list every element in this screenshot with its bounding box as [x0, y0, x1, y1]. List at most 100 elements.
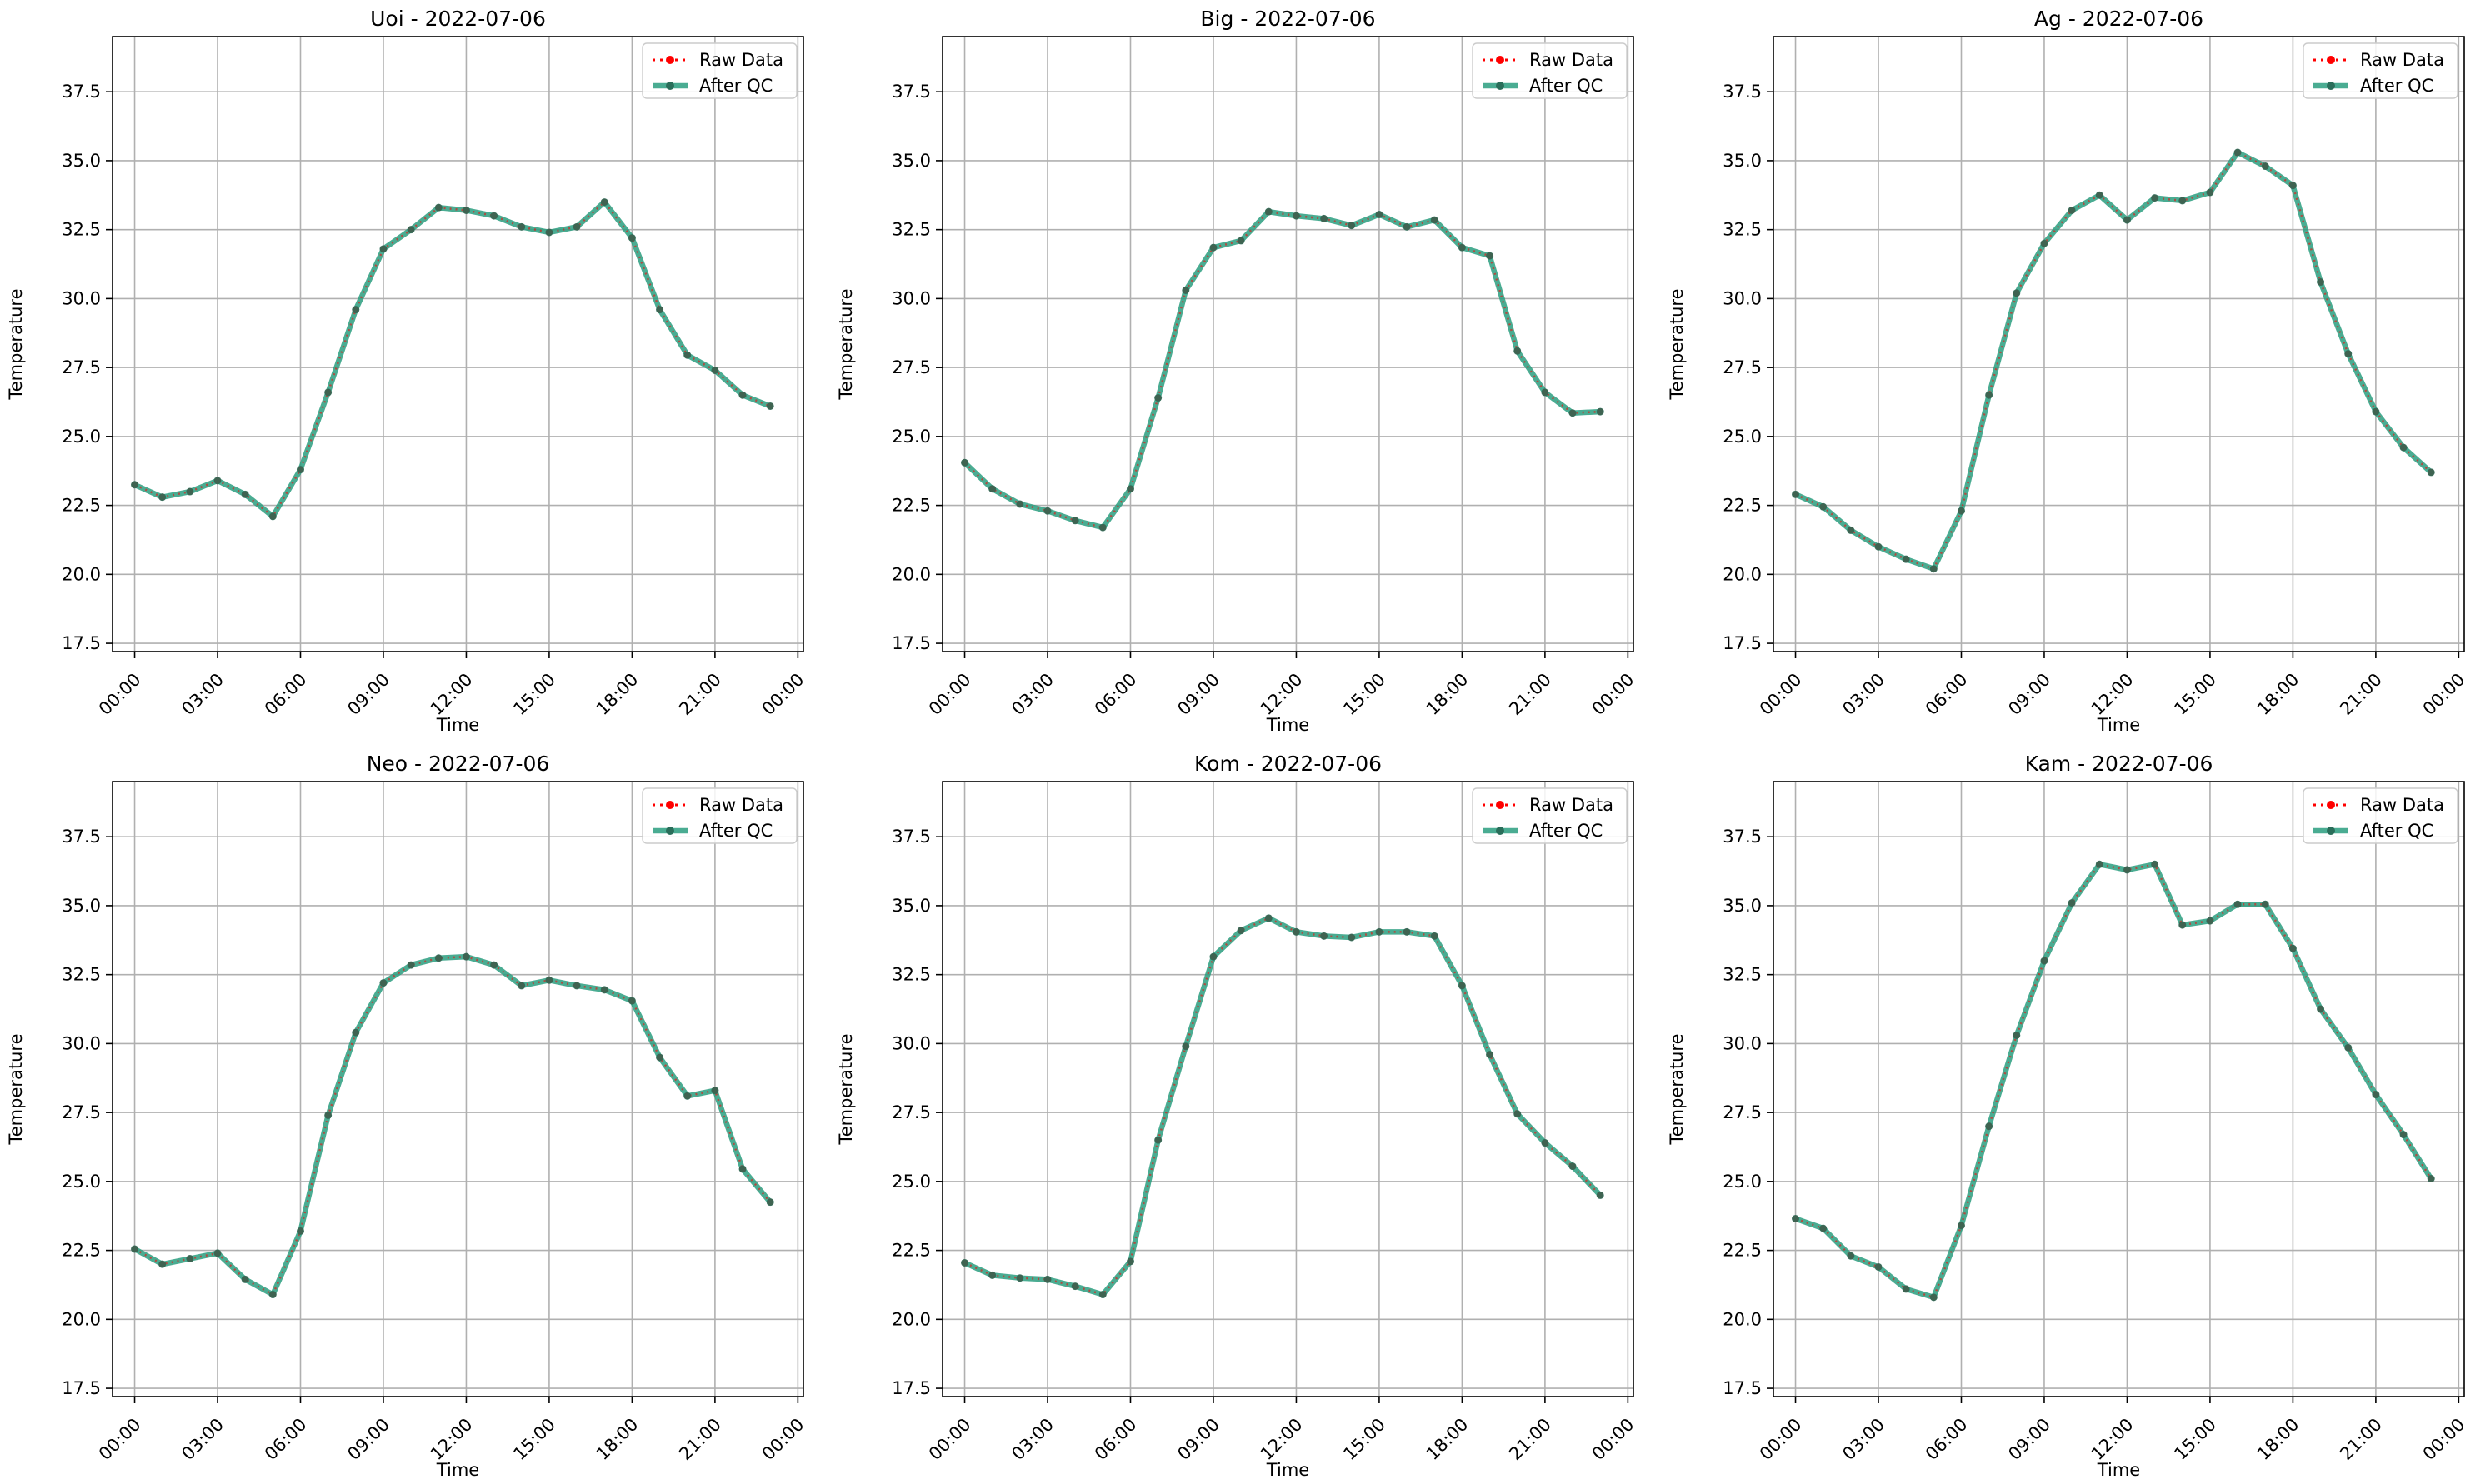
y-tick-label: 35.0: [892, 151, 931, 171]
y-tick-label: 32.5: [62, 220, 101, 240]
series-line-after-qc: [963, 915, 1603, 1297]
chart-title: Kom - 2022-07-06: [1194, 752, 1382, 776]
after-qc-point: [2288, 944, 2297, 952]
after-qc-point: [2372, 407, 2380, 416]
y-tick-label: 37.5: [62, 827, 101, 847]
x-tick-label: 03:00: [1008, 669, 1058, 719]
after-qc-point: [518, 982, 526, 990]
axes-frame: [112, 36, 804, 652]
after-qc-point: [518, 222, 526, 231]
after-qc-point: [2178, 197, 2187, 205]
legend-marker-raw-data: [666, 801, 674, 809]
after-qc-point: [2261, 162, 2269, 171]
y-axis-label: Temperature: [836, 288, 856, 400]
after-qc-point: [1430, 216, 1438, 224]
after-qc-point: [2151, 860, 2159, 868]
y-tick-label: 17.5: [1723, 633, 1762, 653]
after-qc-point: [186, 1255, 194, 1263]
x-tick-label: 21:00: [675, 669, 725, 719]
after-qc-point: [324, 388, 333, 397]
after-qc-point: [2372, 1091, 2380, 1099]
after-qc-point: [628, 234, 636, 242]
y-tick-label: 20.0: [892, 1309, 931, 1329]
after-qc-point: [1154, 394, 1163, 402]
x-tick-label: 09:00: [343, 669, 393, 719]
after-qc-point: [1929, 1293, 1938, 1302]
legend-label: Raw Data: [2360, 50, 2444, 70]
after-qc-point: [2399, 443, 2408, 452]
after-qc-point: [656, 306, 664, 314]
y-tick-label: 30.0: [1723, 1033, 1762, 1053]
after-qc-point: [1596, 1191, 1604, 1199]
after-qc-point: [1098, 523, 1107, 532]
after-qc-point: [2178, 921, 2187, 929]
x-tick-label: 06:00: [1922, 669, 1972, 719]
legend-marker-after-qc: [1496, 82, 1504, 90]
after-qc-point: [2123, 866, 2131, 874]
chart-title: Ag - 2022-07-06: [2034, 7, 2203, 31]
after-qc-point: [1568, 409, 1577, 417]
legend-marker-raw-data: [666, 56, 674, 64]
x-tick-label: 18:00: [1423, 1414, 1473, 1464]
after-qc-point: [352, 306, 360, 314]
x-tick-label: 06:00: [1091, 1414, 1141, 1464]
x-tick-label: 21:00: [2336, 1414, 2386, 1464]
x-tick-label: 09:00: [1173, 669, 1223, 719]
y-tick-label: 25.0: [892, 1172, 931, 1192]
after-qc-point: [1874, 542, 1883, 551]
after-qc-point: [1957, 1222, 1965, 1230]
legend-label: After QC: [1529, 76, 1603, 96]
after-qc-point: [1792, 1215, 1800, 1223]
y-tick-label: 30.0: [62, 1033, 101, 1053]
y-axis-label: Temperature: [1667, 1033, 1687, 1145]
after-qc-point: [1486, 252, 1494, 260]
legend-label: After QC: [699, 821, 773, 841]
after-qc-point: [2040, 239, 2048, 247]
after-qc-point: [1016, 1274, 1024, 1282]
legend: Raw Data After QC: [642, 787, 798, 844]
after-qc-point: [656, 1053, 664, 1062]
y-tick-label: 35.0: [62, 896, 101, 916]
after-qc-point: [1098, 1291, 1107, 1299]
after-qc-point: [711, 366, 719, 374]
y-axis-label: Temperature: [1667, 288, 1687, 400]
y-axis-label: Temperature: [6, 1033, 26, 1145]
after-qc-point: [241, 490, 249, 498]
after-qc-point: [462, 952, 470, 961]
axes-frame: [942, 36, 1634, 652]
after-qc-point: [1458, 982, 1466, 990]
y-tick-label: 30.0: [1723, 288, 1762, 308]
subplot: 00:00 03:00 06:00 09:00 12:00 15:00 18:00 21:00…: [6, 7, 808, 735]
after-qc-point: [1819, 1224, 1828, 1232]
legend: Raw Data After QC: [642, 42, 798, 99]
after-qc-point: [2068, 899, 2076, 907]
legend-label: Raw Data: [699, 795, 783, 815]
y-tick-label: 35.0: [62, 151, 101, 171]
y-tick-label: 20.0: [1723, 1309, 1762, 1329]
after-qc-point: [2427, 468, 2435, 477]
after-qc-point: [1847, 1252, 1855, 1260]
after-qc-point: [1043, 507, 1052, 515]
y-tick-label: 22.5: [1723, 1241, 1762, 1261]
axes-frame: [1773, 36, 2465, 652]
after-qc-point: [268, 512, 277, 521]
after-qc-point: [2151, 194, 2159, 202]
x-tick-label: 18:00: [593, 1414, 643, 1464]
after-qc-point: [1513, 1110, 1522, 1118]
y-tick-label: 22.5: [892, 1241, 931, 1261]
y-tick-label: 17.5: [62, 633, 101, 653]
legend-marker-after-qc: [2327, 827, 2335, 835]
after-qc-point: [407, 961, 415, 969]
after-qc-point: [2040, 957, 2048, 965]
after-qc-point: [1264, 207, 1273, 216]
x-tick-label: 00:00: [758, 1414, 808, 1464]
x-tick-label: 18:00: [593, 669, 643, 719]
after-qc-point: [1541, 1139, 1549, 1147]
legend-marker-after-qc: [2327, 82, 2335, 90]
x-tick-label: 15:00: [509, 669, 559, 719]
after-qc-point: [1403, 222, 1411, 231]
after-qc-point: [1348, 933, 1356, 942]
y-tick-label: 37.5: [62, 82, 101, 102]
after-qc-point: [1209, 243, 1218, 252]
y-tick-label: 32.5: [892, 965, 931, 985]
